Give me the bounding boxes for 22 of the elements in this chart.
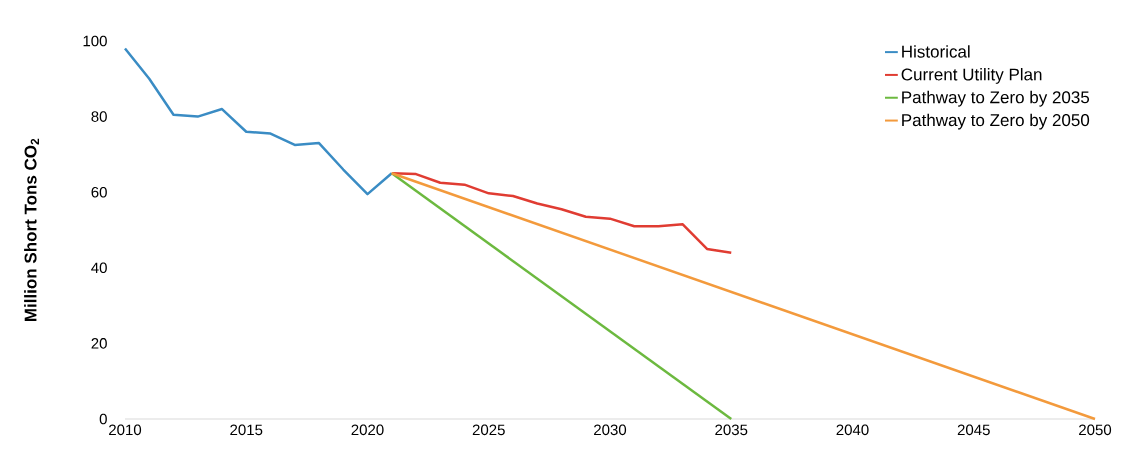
legend-label: Historical xyxy=(902,45,970,58)
y-tick-label: 60 xyxy=(91,186,107,198)
x-tick-label: 2030 xyxy=(594,424,627,436)
y-tick-label: 100 xyxy=(83,35,107,47)
legend-label: Pathway to Zero by 2035 xyxy=(902,90,1090,107)
y-tick-label: 80 xyxy=(91,111,107,122)
x-tick-label: 2050 xyxy=(1079,424,1112,436)
x-tick-label: 2040 xyxy=(836,424,869,436)
line-series xyxy=(390,172,733,254)
line-series xyxy=(123,47,393,196)
legend-label: Current Utility Plan xyxy=(901,68,1042,84)
y-tick-label: 0 xyxy=(99,413,107,425)
x-tick-label: 2045 xyxy=(957,424,990,436)
y-tick-label: 20 xyxy=(91,338,107,349)
y-tick-label: 40 xyxy=(91,262,107,274)
x-tick-label: 2010 xyxy=(109,424,142,436)
legend-label: Pathway to Zero by 2050 xyxy=(902,113,1090,130)
y-axis-title: Million Short Tons CO$_{2}$ xyxy=(24,138,40,322)
x-tick-label: 2035 xyxy=(715,424,748,436)
x-tick-label: 2015 xyxy=(230,424,263,436)
x-tick-label: 2025 xyxy=(472,424,505,436)
x-tick-label: 2020 xyxy=(351,424,384,436)
